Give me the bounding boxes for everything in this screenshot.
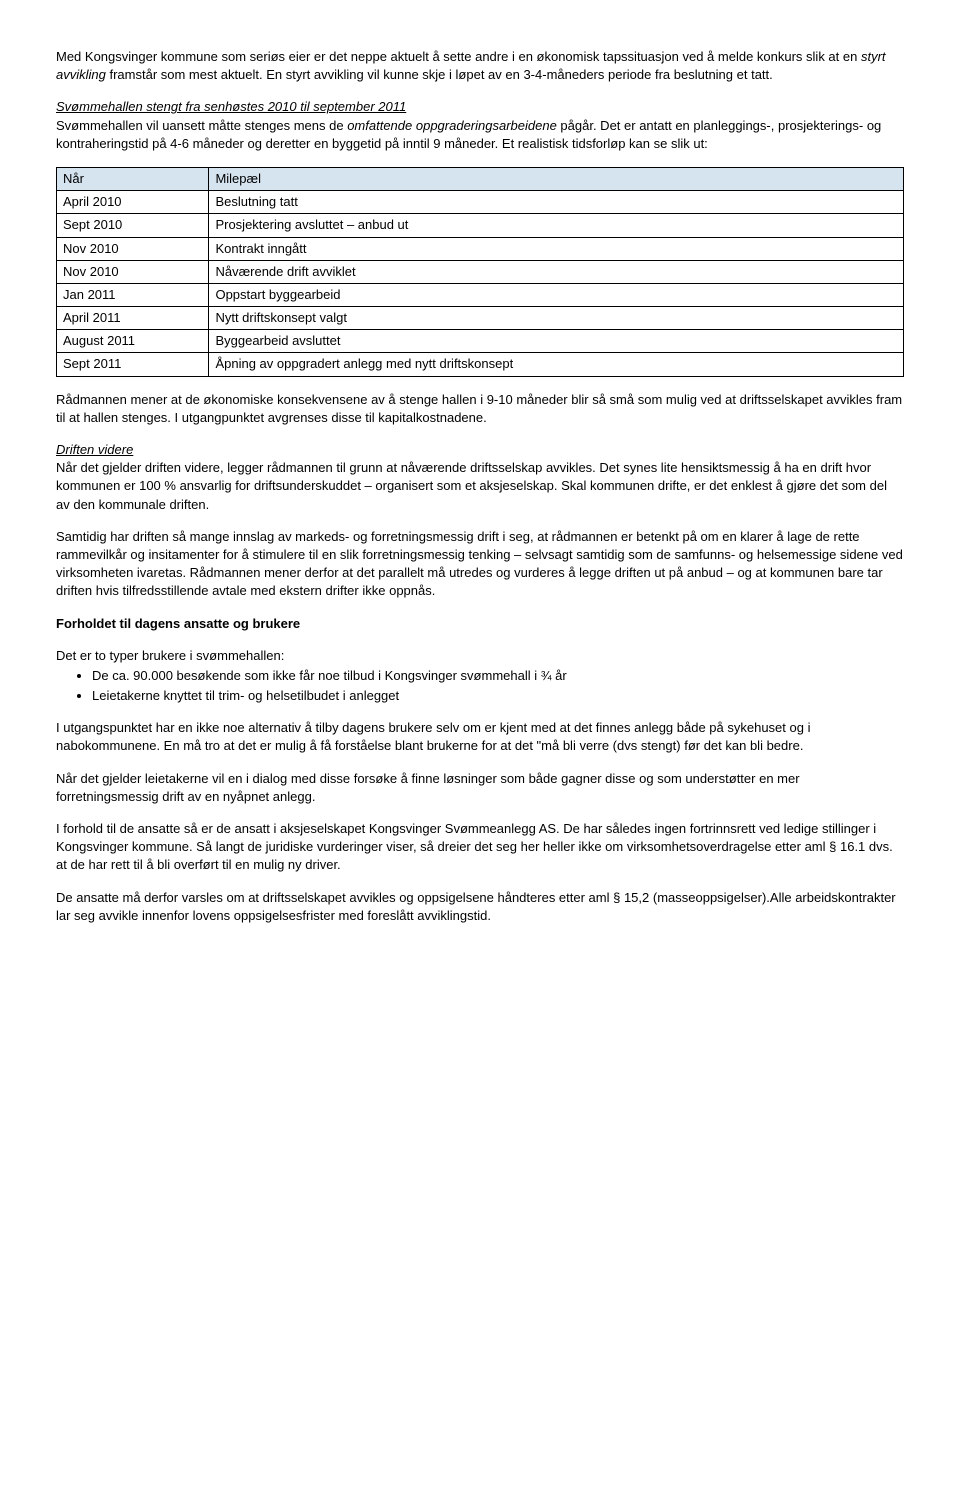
paragraph-8: Når det gjelder leietakerne vil en i dia… [56, 770, 904, 806]
paragraph-1: Med Kongsvinger kommune som seriøs eier … [56, 48, 904, 84]
cell-when: Nov 2010 [57, 237, 209, 260]
p4-text: Når det gjelder driften videre, legger r… [56, 460, 887, 511]
cell-milestone: Oppstart byggearbeid [209, 283, 904, 306]
timeline-table: Når Milepæl April 2010Beslutning tatt Se… [56, 167, 904, 377]
table-row: Sept 2011Åpning av oppgradert anlegg med… [57, 353, 904, 376]
table-head-row: Når Milepæl [57, 167, 904, 190]
cell-when: Jan 2011 [57, 283, 209, 306]
cell-when: Sept 2010 [57, 214, 209, 237]
cell-milestone: Åpning av oppgradert anlegg med nytt dri… [209, 353, 904, 376]
cell-when: April 2010 [57, 191, 209, 214]
paragraph-5: Samtidig har driften så mange innslag av… [56, 528, 904, 601]
table-row: Nov 2010Nåværende drift avviklet [57, 260, 904, 283]
paragraph-3: Rådmannen mener at de økonomiske konsekv… [56, 391, 904, 427]
cell-when: Sept 2011 [57, 353, 209, 376]
list-item: De ca. 90.000 besøkende som ikke får noe… [92, 667, 904, 685]
p1-text-a: Med Kongsvinger kommune som seriøs eier … [56, 49, 861, 64]
paragraph-9: I forhold til de ansatte så er de ansatt… [56, 820, 904, 875]
section-heading: Forholdet til dagens ansatte og brukere [56, 615, 904, 633]
cell-milestone: Nytt driftskonsept valgt [209, 307, 904, 330]
cell-milestone: Prosjektering avsluttet – anbud ut [209, 214, 904, 237]
paragraph-2: Svømmehallen stengt fra senhøstes 2010 t… [56, 98, 904, 153]
paragraph-7: I utgangspunktet har en ikke noe alterna… [56, 719, 904, 755]
th-when: Når [57, 167, 209, 190]
cell-when: April 2011 [57, 307, 209, 330]
cell-when: Nov 2010 [57, 260, 209, 283]
paragraph-4: Driften videre Når det gjelder driften v… [56, 441, 904, 514]
p4-heading: Driften videre [56, 442, 133, 457]
cell-milestone: Byggearbeid avsluttet [209, 330, 904, 353]
cell-milestone: Beslutning tatt [209, 191, 904, 214]
bullet-list: De ca. 90.000 besøkende som ikke får noe… [56, 667, 904, 705]
p2-text-b: omfattende oppgraderingsarbeidene [347, 118, 557, 133]
list-item: Leietakerne knyttet til trim- og helseti… [92, 687, 904, 705]
table-row: Jan 2011Oppstart byggearbeid [57, 283, 904, 306]
cell-when: August 2011 [57, 330, 209, 353]
table-row: April 2011Nytt driftskonsept valgt [57, 307, 904, 330]
p2-heading: Svømmehallen stengt fra senhøstes 2010 t… [56, 99, 406, 114]
p2-text-a: Svømmehallen vil uansett måtte stenges m… [56, 118, 347, 133]
cell-milestone: Kontrakt inngått [209, 237, 904, 260]
cell-milestone: Nåværende drift avviklet [209, 260, 904, 283]
table-row: Nov 2010Kontrakt inngått [57, 237, 904, 260]
table-row: Sept 2010Prosjektering avsluttet – anbud… [57, 214, 904, 237]
table-row: August 2011Byggearbeid avsluttet [57, 330, 904, 353]
p1-text-c: framstår som mest aktuelt. En styrt avvi… [106, 67, 773, 82]
th-milestone: Milepæl [209, 167, 904, 190]
paragraph-10: De ansatte må derfor varsles om at drift… [56, 889, 904, 925]
paragraph-6: Det er to typer brukere i svømmehallen: [56, 647, 904, 665]
table-row: April 2010Beslutning tatt [57, 191, 904, 214]
